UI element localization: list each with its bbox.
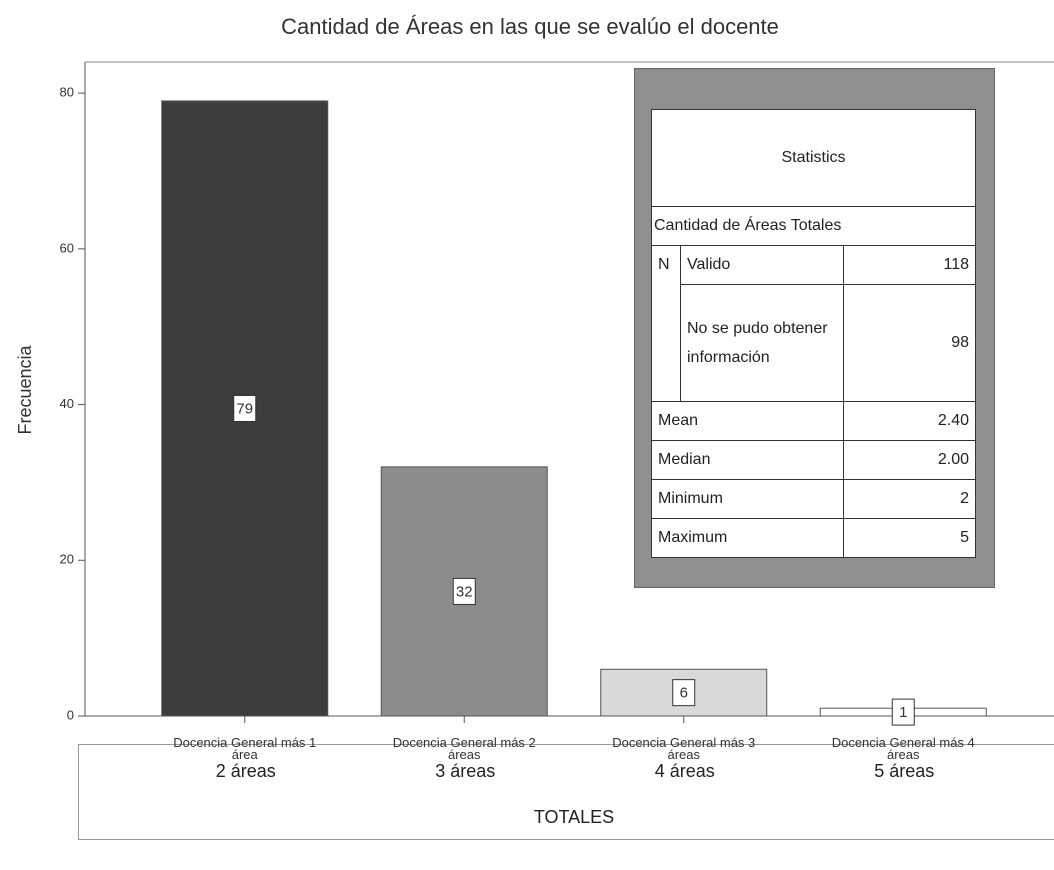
y-tick-label: 40: [60, 396, 74, 411]
statistics-box: Statistics Cantidad de Áreas Totales N V…: [634, 68, 995, 588]
y-tick-label: 60: [60, 240, 74, 255]
data-label-box: [672, 679, 696, 707]
stat-value: 98: [843, 284, 976, 402]
stat-value: 2.00: [843, 440, 976, 480]
stats-title: Statistics: [651, 109, 976, 207]
totals-title: TOTALES: [533, 807, 615, 827]
y-tick-label: 0: [67, 707, 74, 722]
totals-label: 3 áreas: [435, 761, 496, 781]
totals-box: TOTALES 2 áreas 3 áreas 4 áreas 5 áreas: [78, 744, 1054, 840]
x-tick-label: Docencia General más 2 áreas: [392, 735, 536, 762]
stat-label: Maximum: [651, 518, 844, 558]
data-label: 6: [680, 685, 688, 702]
data-label-box: [233, 394, 257, 422]
data-label-box: [891, 698, 915, 726]
totals-label: 2 áreas: [215, 761, 276, 781]
data-label-box: [452, 577, 476, 605]
y-tick-label: 80: [60, 85, 74, 100]
data-label: 32: [456, 583, 473, 600]
x-tick-label: Docencia General más 4 áreas: [831, 735, 975, 762]
stat-value: 2.40: [843, 401, 976, 441]
data-label: 79: [236, 400, 253, 417]
stat-label: Mean: [651, 401, 844, 441]
x-tick-label: Docencia General más 1 área: [173, 735, 317, 762]
n-label: N: [651, 245, 681, 402]
chart: Cantidad de Áreas en las que se evalúo e…: [15, 14, 1054, 726]
y-axis-label: Frecuencia: [15, 344, 35, 434]
stat-value: 118: [843, 245, 976, 285]
stat-value: 5: [843, 518, 976, 558]
x-tick-label: Docencia General más 3 áreas: [612, 735, 756, 762]
stat-label: Median: [651, 440, 844, 480]
data-label: 1: [899, 704, 907, 721]
bar: [161, 100, 329, 717]
y-tick-label: 20: [60, 552, 74, 567]
stat-label: Valido: [680, 245, 844, 285]
totals-label: 5 áreas: [874, 761, 935, 781]
stats-variable: Cantidad de Áreas Totales: [651, 206, 976, 246]
stat-label: Minimum: [651, 479, 844, 519]
statistics-table: Statistics Cantidad de Áreas Totales N V…: [651, 109, 976, 558]
stat-label: No se pudo obtener información: [680, 284, 844, 402]
stat-value: 2: [843, 479, 976, 519]
totals-label: 4 áreas: [654, 761, 715, 781]
chart-title: Cantidad de Áreas en las que se evalúo e…: [281, 14, 779, 39]
